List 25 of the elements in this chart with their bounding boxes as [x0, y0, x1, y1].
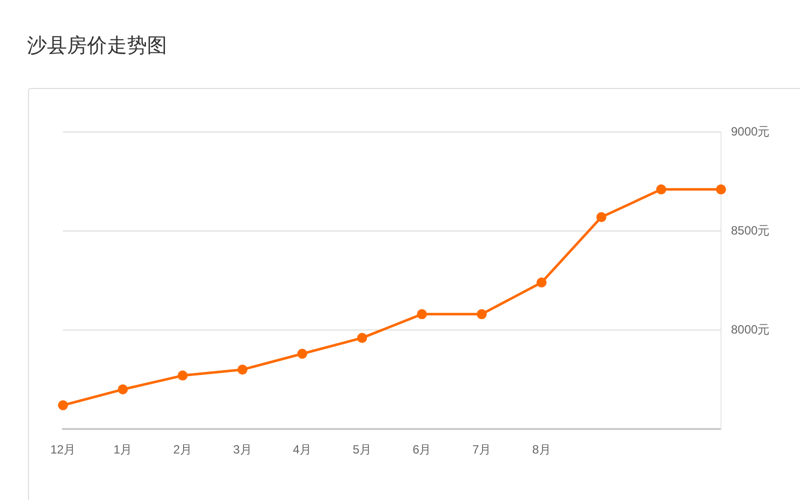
point	[716, 184, 726, 194]
x-tick-label: 3月	[233, 442, 252, 457]
point	[476, 309, 487, 320]
x-tick-label: 2月	[173, 442, 192, 457]
point	[297, 348, 308, 359]
y-tick-label: 8000元	[731, 322, 770, 336]
y-tick-label: 9000元	[731, 124, 770, 138]
x-tick-label: 7月	[472, 442, 492, 457]
y-tick-label: 8500元	[731, 223, 770, 238]
point	[58, 400, 68, 410]
point	[656, 184, 666, 194]
x-tick-label: 1月	[113, 442, 132, 457]
point	[118, 384, 128, 394]
point	[596, 212, 606, 222]
point	[237, 364, 248, 375]
point	[178, 370, 188, 381]
x-tick-label: 6月	[412, 442, 432, 457]
x-tick-label: 12月	[50, 442, 76, 457]
x-tick-label: 4月	[292, 442, 312, 457]
point	[416, 309, 427, 320]
point	[536, 277, 547, 288]
x-tick-label: 8月	[532, 442, 551, 457]
point	[357, 332, 368, 343]
chart-title: 沙县房价走势图	[27, 34, 167, 59]
x-tick-label: 5月	[352, 442, 372, 457]
